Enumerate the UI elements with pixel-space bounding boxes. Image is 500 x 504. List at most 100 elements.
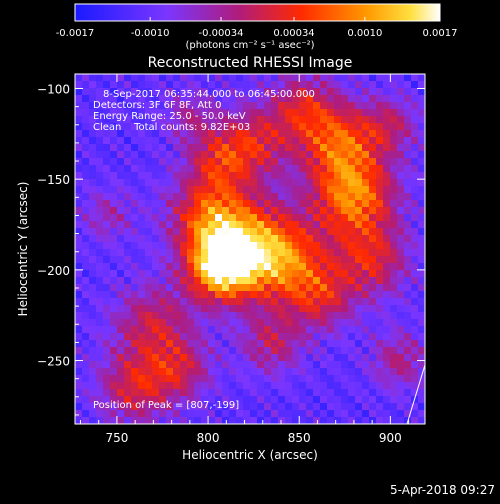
heatmap-cell bbox=[173, 214, 181, 222]
heatmap-cell bbox=[390, 347, 398, 355]
heatmap-cell bbox=[124, 95, 132, 103]
heatmap-cell bbox=[82, 88, 90, 96]
heatmap-cell bbox=[229, 158, 237, 166]
heatmap-cell bbox=[243, 137, 251, 145]
heatmap-cell bbox=[103, 382, 111, 390]
heatmap-cell bbox=[103, 81, 111, 89]
heatmap-cell bbox=[327, 74, 335, 82]
heatmap-cell bbox=[131, 137, 139, 145]
heatmap-cell bbox=[341, 312, 349, 320]
heatmap-cell bbox=[96, 102, 104, 110]
heatmap-cell bbox=[236, 144, 244, 152]
heatmap-cell bbox=[103, 116, 111, 124]
heatmap-cell bbox=[341, 137, 349, 145]
heatmap-cell bbox=[313, 214, 321, 222]
heatmap-cell bbox=[348, 249, 356, 257]
heatmap-cell bbox=[334, 242, 342, 250]
heatmap-cell bbox=[159, 312, 167, 320]
heatmap-cell bbox=[236, 312, 244, 320]
heatmap-cell bbox=[418, 340, 425, 348]
heatmap-cell bbox=[103, 340, 111, 348]
heatmap-cell bbox=[257, 228, 265, 236]
heatmap-cell bbox=[299, 361, 307, 369]
heatmap-cell bbox=[243, 249, 251, 257]
heatmap-cell bbox=[313, 361, 321, 369]
heatmap-cell bbox=[390, 235, 398, 243]
heatmap-cell bbox=[222, 151, 230, 159]
heatmap-cell bbox=[404, 214, 412, 222]
heatmap-cell bbox=[250, 410, 258, 418]
heatmap-cell bbox=[117, 158, 125, 166]
heatmap-cell bbox=[215, 270, 223, 278]
heatmap-cell bbox=[145, 375, 153, 383]
heatmap-cell bbox=[110, 165, 118, 173]
heatmap-cell bbox=[187, 228, 195, 236]
heatmap-cell bbox=[124, 263, 132, 271]
heatmap-cell bbox=[397, 396, 405, 404]
heatmap-cell bbox=[152, 375, 160, 383]
heatmap-cell bbox=[250, 165, 258, 173]
heatmap-cell bbox=[236, 88, 244, 96]
heatmap-cell bbox=[348, 116, 356, 124]
heatmap-cell bbox=[292, 403, 300, 411]
heatmap-cell bbox=[208, 116, 216, 124]
heatmap-cell bbox=[327, 354, 335, 362]
heatmap-cell bbox=[257, 298, 265, 306]
heatmap-cell bbox=[264, 389, 272, 397]
heatmap-cell bbox=[292, 298, 300, 306]
heatmap-cell bbox=[173, 291, 181, 299]
heatmap-cell bbox=[355, 123, 363, 131]
heatmap-cell bbox=[173, 137, 181, 145]
heatmap-cell bbox=[418, 214, 425, 222]
heatmap-cell bbox=[278, 207, 286, 215]
heatmap-cell bbox=[215, 263, 223, 271]
heatmap-cell bbox=[313, 144, 321, 152]
heatmap-cell bbox=[264, 242, 272, 250]
heatmap-cell bbox=[292, 256, 300, 264]
heatmap-cell bbox=[299, 333, 307, 341]
heatmap-cell bbox=[250, 116, 258, 124]
heatmap-cell bbox=[348, 179, 356, 187]
heatmap-cell bbox=[355, 151, 363, 159]
heatmap-cell bbox=[222, 382, 230, 390]
heatmap-cell bbox=[285, 319, 293, 327]
heatmap-cell bbox=[362, 172, 370, 180]
heatmap-cell bbox=[194, 305, 202, 313]
heatmap-cell bbox=[355, 263, 363, 271]
heatmap-cell bbox=[376, 284, 384, 292]
heatmap-cell bbox=[110, 200, 118, 208]
heatmap-cell bbox=[166, 95, 174, 103]
heatmap-cell bbox=[285, 396, 293, 404]
heatmap-cell bbox=[82, 270, 90, 278]
heatmap-cell bbox=[334, 221, 342, 229]
heatmap-cell bbox=[173, 270, 181, 278]
heatmap-cell bbox=[152, 354, 160, 362]
heatmap-cell bbox=[152, 298, 160, 306]
heatmap-cell bbox=[159, 221, 167, 229]
heatmap-cell bbox=[397, 221, 405, 229]
heatmap-cell bbox=[320, 214, 328, 222]
heatmap-cell bbox=[187, 396, 195, 404]
heatmap-cell bbox=[390, 312, 398, 320]
heatmap-cell bbox=[278, 102, 286, 110]
heatmap-cell bbox=[411, 207, 419, 215]
heatmap-cell bbox=[215, 340, 223, 348]
heatmap-cell bbox=[257, 95, 265, 103]
heatmap-cell bbox=[250, 88, 258, 96]
heatmap-cell bbox=[103, 354, 111, 362]
heatmap-cell bbox=[187, 158, 195, 166]
heatmap-cell bbox=[229, 235, 237, 243]
heatmap-cell bbox=[166, 228, 174, 236]
y-tick-label: −100 bbox=[37, 83, 70, 97]
heatmap-cell bbox=[208, 81, 216, 89]
heatmap-cell bbox=[89, 403, 97, 411]
heatmap-cell bbox=[215, 403, 223, 411]
heatmap-cell bbox=[166, 158, 174, 166]
heatmap-cell bbox=[138, 158, 146, 166]
heatmap-cell bbox=[138, 228, 146, 236]
heatmap-cell bbox=[348, 158, 356, 166]
heatmap-cell bbox=[201, 193, 209, 201]
heatmap-cell bbox=[124, 214, 132, 222]
heatmap-cell bbox=[229, 347, 237, 355]
heatmap-cell bbox=[117, 144, 125, 152]
